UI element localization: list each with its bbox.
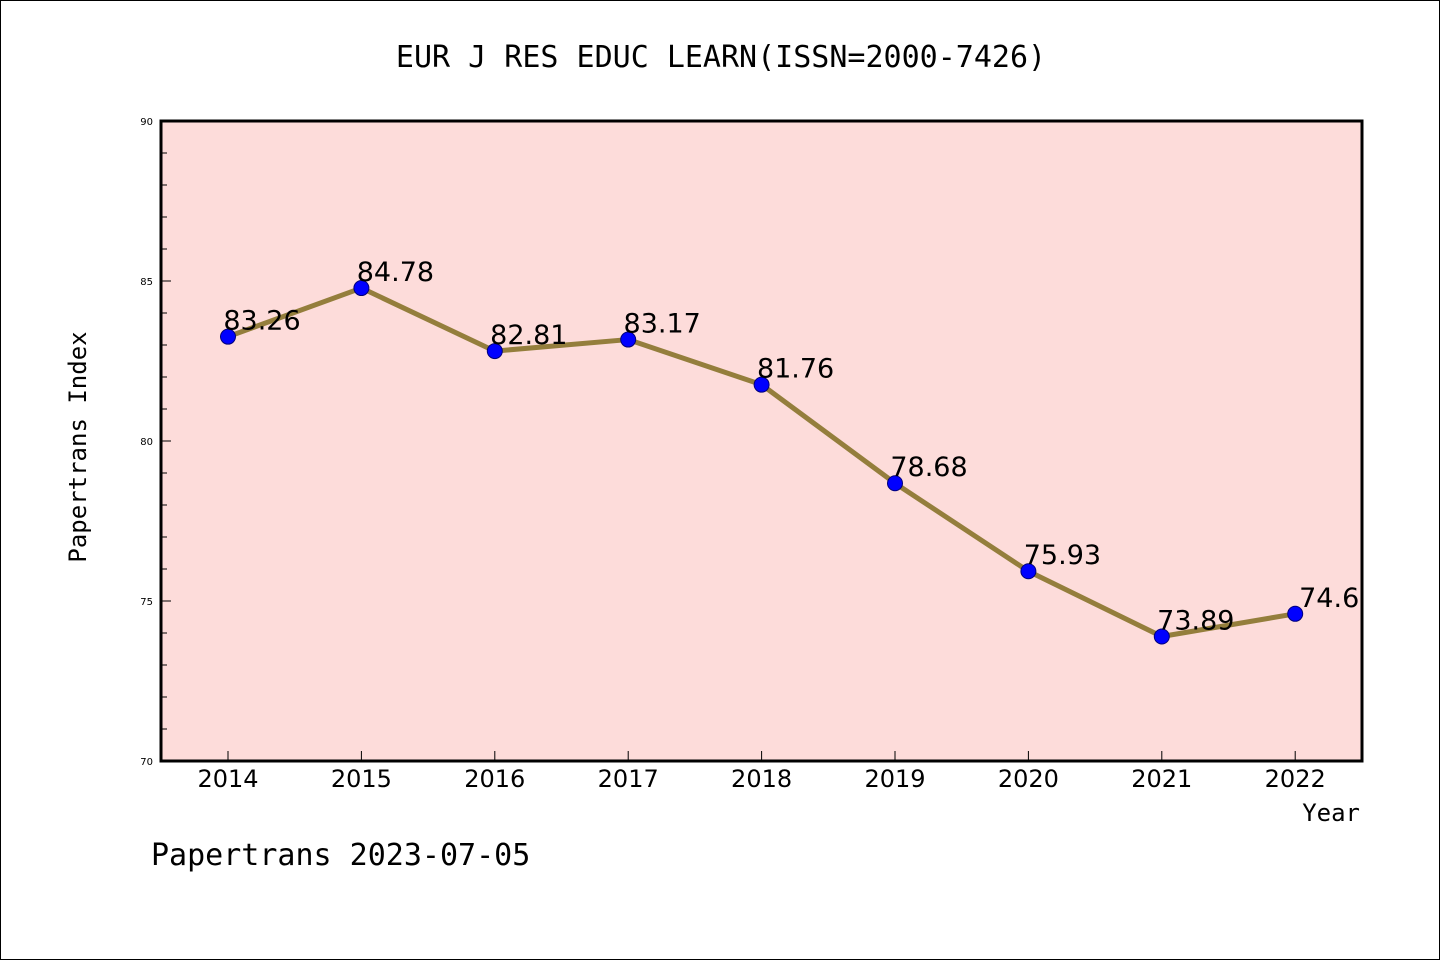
x-axis-label: Year bbox=[1302, 799, 1360, 827]
x-tick-label: 2016 bbox=[464, 765, 525, 793]
x-tick-label: 2015 bbox=[331, 765, 392, 793]
data-point bbox=[887, 475, 903, 492]
data-label: 75.93 bbox=[1024, 540, 1101, 571]
chart-title: EUR J RES EDUC LEARN(ISSN=2000-7426) bbox=[396, 40, 1046, 75]
plot-area bbox=[161, 121, 1362, 761]
x-tick-label: 2022 bbox=[1265, 765, 1326, 793]
data-label: 81.76 bbox=[757, 354, 834, 385]
data-labels: 83.26 84.78 82.81 83.17 81.76 78.68 75.93 73.89… bbox=[223, 257, 1359, 636]
x-axis: 2014 2015 2016 2017 2018 2019 2020 2021 2022 bbox=[197, 751, 1326, 793]
data-label: 74.6 bbox=[1299, 583, 1359, 614]
x-tick-label: 2017 bbox=[598, 765, 659, 793]
data-point bbox=[753, 376, 770, 393]
data-point bbox=[353, 280, 370, 297]
data-label: 83.26 bbox=[223, 306, 300, 337]
y-tick-label: 85 bbox=[140, 277, 153, 288]
x-tick-label: 2014 bbox=[197, 765, 258, 793]
data-label: 83.17 bbox=[624, 309, 701, 340]
x-tick-label: 2020 bbox=[998, 765, 1059, 793]
data-label: 82.81 bbox=[490, 320, 567, 351]
y-tick-label: 70 bbox=[140, 757, 153, 768]
data-points bbox=[220, 280, 1304, 645]
data-label: 84.78 bbox=[357, 257, 434, 288]
footer-text: Papertrans 2023-07-05 bbox=[151, 838, 530, 873]
data-point bbox=[486, 343, 503, 360]
data-label: 73.89 bbox=[1157, 606, 1234, 637]
x-tick-label: 2018 bbox=[731, 765, 792, 793]
x-tick-label: 2019 bbox=[864, 765, 925, 793]
y-tick-label: 90 bbox=[140, 117, 153, 128]
y-tick-label: 80 bbox=[140, 437, 153, 448]
data-point bbox=[1153, 628, 1170, 645]
plot-border bbox=[159, 119, 1364, 763]
y-tick-label: 75 bbox=[140, 597, 153, 608]
x-tick-label: 2021 bbox=[1131, 765, 1192, 793]
data-point bbox=[620, 331, 637, 348]
y-axis-label: Papertrans Index bbox=[64, 331, 92, 562]
data-point bbox=[220, 328, 236, 345]
data-point bbox=[1020, 563, 1037, 580]
data-point bbox=[1287, 605, 1304, 622]
data-label: 78.68 bbox=[890, 452, 967, 483]
